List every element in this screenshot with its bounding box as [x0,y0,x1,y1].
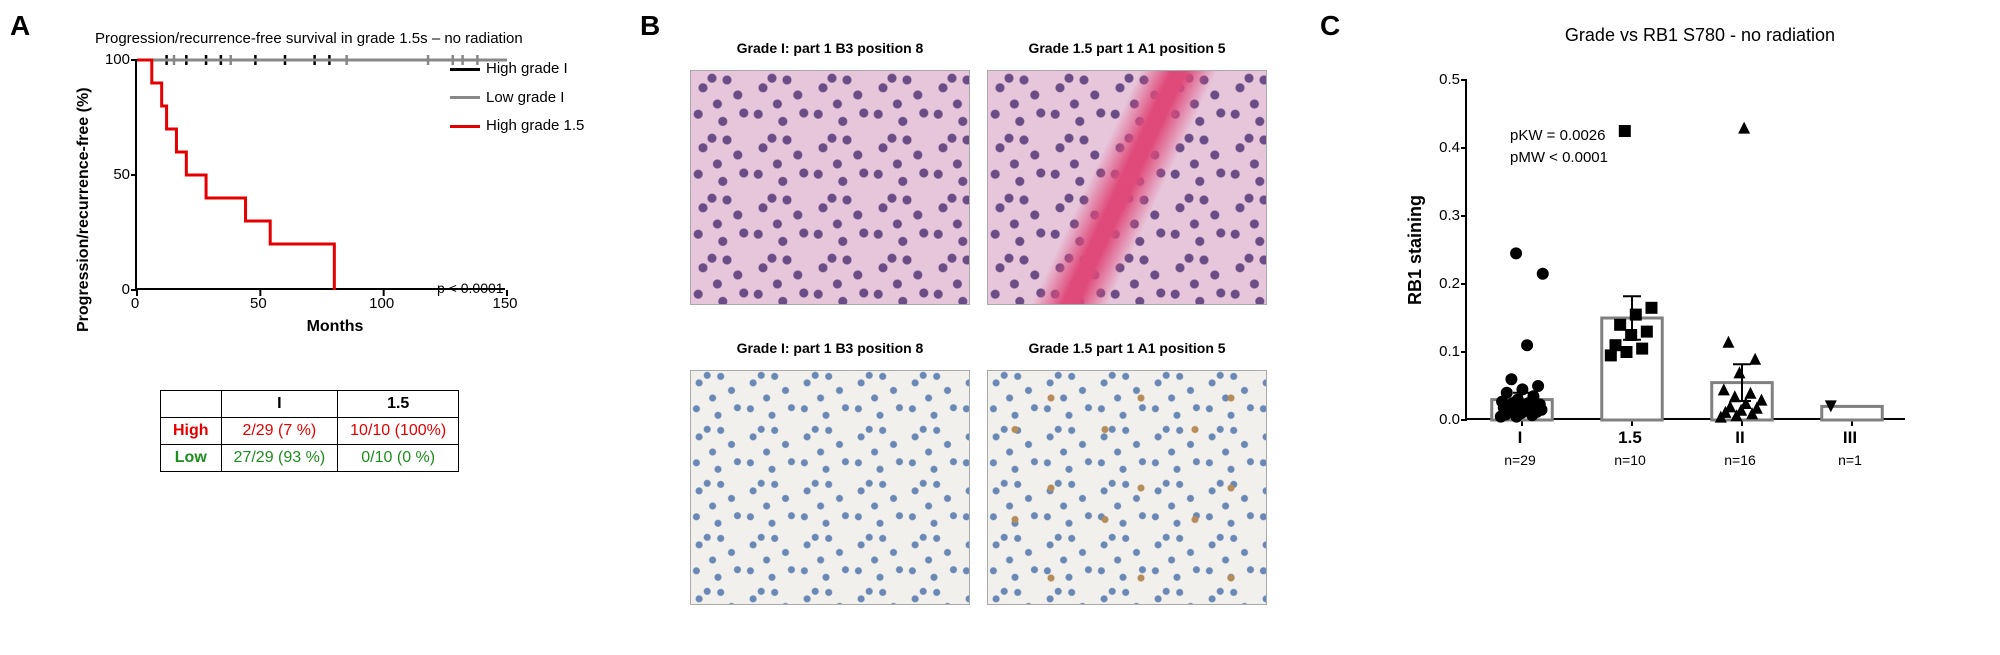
km-summary-table: I1.5High2/29 (7 %)10/10 (100%)Low27/29 (… [160,390,459,472]
histo-title-br: Grade 1.5 part 1 A1 position 5 [987,340,1267,370]
scatter-wrap: RB1 staining pKW = 0.0026 pMW < 0.0001 0… [1405,70,1945,500]
km-xtitle: Months [235,318,435,336]
histology-grid: Grade I: part 1 B3 position 8 Grade 1.5 … [690,40,1267,605]
histo-title-tr: Grade 1.5 part 1 A1 position 5 [987,40,1267,70]
histo-title-bl: Grade I: part 1 B3 position 8 [690,340,970,370]
km-title: Progression/recurrence-free survival in … [95,30,523,47]
km-legend: High grade ILow grade IHigh grade 1.5 [450,55,584,141]
histo-img-br [987,370,1267,605]
histo-img-tr [987,70,1267,305]
panel-b-label: B [640,10,660,42]
panel-a: A Progression/recurrence-free survival i… [10,10,630,645]
histo-title-tl: Grade I: part 1 B3 position 8 [690,40,970,70]
panel-b: B Grade I: part 1 B3 position 8 Grade 1.… [640,10,1300,645]
histo-img-bl [690,370,970,605]
scatter-ytitle: RB1 staining [1405,140,1426,360]
pMW: pMW < 0.0001 [1510,147,1608,169]
scatter-pvals: pKW = 0.0026 pMW < 0.0001 [1510,125,1608,169]
histo-img-tl [690,70,970,305]
km-ytitle: Progression/recurrence-free (%) [75,80,93,340]
panel-c-label: C [1320,10,1340,42]
km-pval: p < 0.0001 [437,280,504,296]
scatter-title: Grade vs RB1 S780 - no radiation [1500,25,1900,46]
pKW: pKW = 0.0026 [1510,125,1608,147]
legend-item: High grade 1.5 [450,112,584,141]
legend-item: Low grade I [450,84,584,113]
legend-item: High grade I [450,55,584,84]
panel-c: C Grade vs RB1 S780 - no radiation RB1 s… [1320,10,1990,645]
panel-a-label: A [10,10,30,42]
